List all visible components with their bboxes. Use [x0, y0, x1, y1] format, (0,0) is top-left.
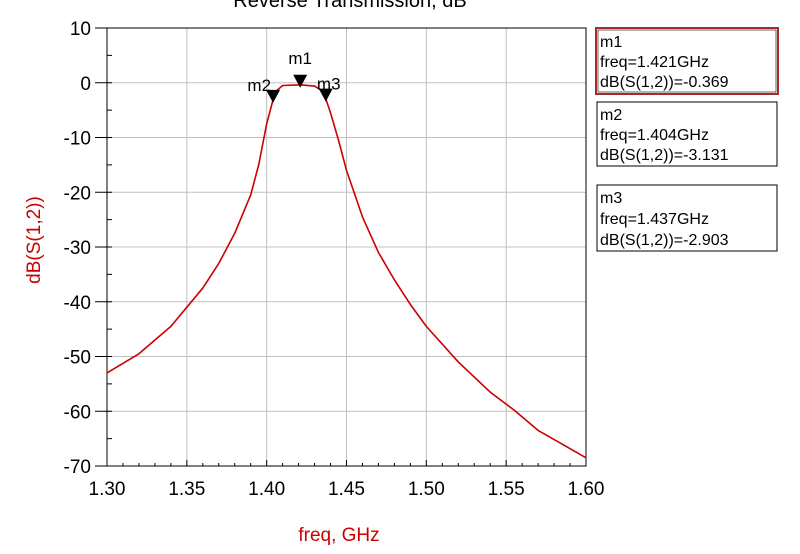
- marker-box-m3-id: m3: [600, 190, 622, 207]
- marker-box-m2-freq: freq=1.404GHz: [600, 127, 709, 144]
- y-axis-ticks: 10 0 -10 -20 -30 -40 -50 -60 -70: [64, 19, 112, 478]
- y-tick-label: -20: [64, 183, 91, 204]
- marker-box-m1-freq: freq=1.421GHz: [600, 54, 709, 71]
- marker-m2-triangle[interactable]: [266, 89, 281, 103]
- marker-box-m2-value: dB(S(1,2))=-3.131: [600, 147, 729, 164]
- x-tick-label: 1.60: [568, 479, 605, 500]
- y-tick-label: 0: [80, 74, 91, 95]
- marker-m3-triangle[interactable]: [318, 88, 333, 102]
- y-tick-label: -10: [64, 129, 91, 150]
- y-tick-label: -30: [64, 238, 91, 259]
- y-tick-label: -60: [64, 402, 91, 423]
- grid: [107, 28, 586, 466]
- marker-box-m3-freq: freq=1.437GHz: [600, 211, 709, 228]
- x-tick-label: 1.50: [408, 479, 445, 500]
- marker-m1-label: m1: [288, 49, 312, 68]
- y-axis-label: dB(S(1,2)): [24, 196, 45, 284]
- marker-box-m2[interactable]: m2 freq=1.404GHz dB(S(1,2))=-3.131: [596, 101, 778, 167]
- marker-box-m3-value: dB(S(1,2))=-2.903: [600, 232, 729, 249]
- x-tick-label: 1.35: [168, 479, 205, 500]
- marker-box-m1-value: dB(S(1,2))=-0.369: [600, 74, 729, 91]
- x-tick-label: 1.30: [89, 479, 126, 500]
- marker-m1-triangle[interactable]: [293, 74, 308, 88]
- x-axis-ticks: 1.30 1.35 1.40 1.45 1.50 1.55 1.60: [89, 460, 605, 500]
- chart-title: Reverse Transmission, dB: [233, 0, 466, 12]
- x-axis-label: freq, GHz: [298, 525, 379, 546]
- marker-box-m3[interactable]: m3 freq=1.437GHz dB(S(1,2))=-2.903: [596, 184, 778, 252]
- x-tick-label: 1.40: [248, 479, 285, 500]
- marker-m2-label: m2: [247, 76, 271, 95]
- y-tick-label: 10: [70, 19, 91, 40]
- x-tick-label: 1.45: [328, 479, 365, 500]
- marker-box-m1[interactable]: m1 freq=1.421GHz dB(S(1,2))=-0.369: [595, 27, 779, 95]
- marker-box-m1-id: m1: [600, 34, 622, 51]
- y-tick-label: -70: [64, 457, 91, 478]
- y-tick-label: -40: [64, 293, 91, 314]
- marker-layer: m1 m2 m3: [247, 49, 341, 103]
- y-tick-label: -50: [64, 348, 91, 369]
- marker-m3-label: m3: [317, 75, 341, 94]
- marker-box-m2-id: m2: [600, 107, 622, 124]
- x-tick-label: 1.55: [488, 479, 525, 500]
